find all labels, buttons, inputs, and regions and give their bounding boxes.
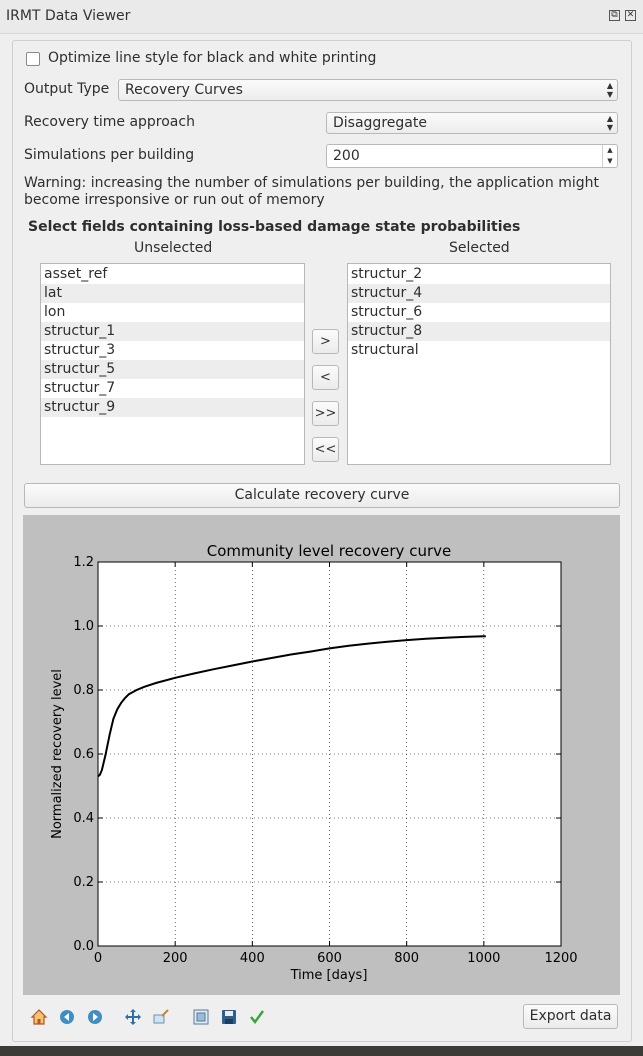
axis-ticks: 0 200 400 600 800 1000 1200 0.0 0.2 0.4 0.6 0.8 1.0 1… (73, 555, 577, 966)
list-item[interactable]: lon (44, 304, 66, 320)
select-all-button[interactable]: >> (312, 401, 339, 426)
output-type-select[interactable]: Recovery Curves ▲ ▼ (118, 79, 618, 101)
plot-toolbar (24, 1003, 624, 1031)
simulations-label: Simulations per building (24, 147, 195, 163)
edit-check-icon[interactable] (248, 1008, 266, 1026)
export-data-button[interactable]: Export data (523, 1004, 618, 1029)
float-window-icon[interactable]: ⧉ (609, 10, 620, 21)
recovery-approach-select[interactable]: Disaggregate ▲ ▼ (326, 112, 618, 134)
list-item[interactable]: structur_3 (44, 342, 116, 358)
back-icon[interactable] (58, 1008, 76, 1026)
simulations-value: 200 (333, 148, 360, 164)
y-tick-label: 0.6 (73, 747, 94, 762)
title-bar: IRMT Data Viewer ⧉ ✕ (0, 0, 643, 34)
unselected-header: Unselected (134, 240, 213, 256)
list-item[interactable]: structural (351, 342, 419, 358)
plot-canvas[interactable]: 0 200 400 600 800 1000 1200 0.0 0.2 0.4 0.6 0.8 1.0 1… (23, 515, 620, 995)
forward-icon[interactable] (86, 1008, 104, 1026)
y-tick-label: 0.0 (73, 939, 94, 954)
deselect-all-button[interactable]: << (312, 437, 339, 462)
pan-icon[interactable] (124, 1008, 142, 1026)
y-tick-label: 1.2 (73, 555, 94, 570)
list-item[interactable]: asset_ref (44, 266, 108, 282)
list-item[interactable]: structur_7 (44, 380, 116, 396)
y-tick-label: 1.0 (73, 619, 94, 634)
chart-title: Community level recovery curve (207, 542, 451, 560)
x-tick-label: 400 (240, 951, 265, 966)
list-item[interactable]: structur_2 (351, 266, 423, 282)
home-icon[interactable] (30, 1008, 48, 1026)
selected-header: Selected (449, 240, 510, 256)
calculate-recovery-button[interactable]: Calculate recovery curve (24, 483, 620, 508)
x-tick-label: 1000 (467, 951, 500, 966)
save-icon[interactable] (220, 1008, 238, 1026)
x-tick-label: 600 (317, 951, 342, 966)
close-window-icon[interactable]: ✕ (625, 10, 636, 21)
y-axis-label: Normalized recovery level (50, 669, 65, 839)
bw-print-checkbox[interactable] (26, 52, 40, 66)
list-item[interactable]: structur_4 (348, 284, 610, 303)
deselect-one-button[interactable]: < (312, 365, 339, 390)
y-tick-label: 0.4 (73, 811, 94, 826)
unselected-list[interactable]: asset_ref lat lon structur_1 structur_3 … (40, 263, 305, 465)
recovery-chart: 0 200 400 600 800 1000 1200 0.0 0.2 0.4 0.6 0.8 1.0 1… (50, 542, 578, 983)
fields-heading: Select fields containing loss-based dama… (28, 219, 521, 235)
select-arrows-icon: ▲ ▼ (606, 81, 613, 99)
selected-list[interactable]: structur_2 structur_4 structur_6 structu… (347, 263, 611, 465)
recovery-approach-label: Recovery time approach (24, 114, 195, 130)
x-tick-label: 1200 (544, 951, 577, 966)
list-item[interactable]: lat (41, 284, 304, 303)
output-type-label: Output Type (24, 81, 110, 97)
simulations-spinbox[interactable]: 200 ▲ ▼ (326, 144, 618, 168)
list-item[interactable]: structur_8 (348, 322, 610, 341)
subplots-icon[interactable] (192, 1008, 210, 1026)
window-title: IRMT Data Viewer (6, 8, 131, 24)
y-tick-label: 0.2 (73, 875, 94, 890)
select-arrows-icon: ▲ ▼ (606, 114, 613, 132)
memory-warning: Warning: increasing the number of simula… (24, 175, 599, 208)
x-tick-label: 0 (94, 951, 102, 966)
x-axis-label: Time [days] (290, 968, 368, 983)
list-item[interactable]: structur_6 (351, 304, 423, 320)
spin-arrows-icon[interactable]: ▲ ▼ (602, 145, 617, 167)
recovery-approach-value: Disaggregate (333, 115, 427, 131)
y-tick-label: 0.8 (73, 683, 94, 698)
desktop-taskbar-edge (0, 1046, 643, 1056)
list-item[interactable]: structur_1 (41, 322, 304, 341)
x-tick-label: 200 (163, 951, 188, 966)
zoom-icon[interactable] (152, 1008, 170, 1026)
recovery-curve-line (97, 635, 486, 778)
x-tick-label: 800 (394, 951, 419, 966)
grid-lines (98, 562, 561, 946)
list-item[interactable]: structur_5 (41, 360, 304, 379)
list-item[interactable]: structur_9 (41, 398, 304, 417)
output-type-value: Recovery Curves (125, 82, 243, 98)
bw-print-label: Optimize line style for black and white … (48, 50, 377, 66)
select-one-button[interactable]: > (312, 329, 339, 354)
